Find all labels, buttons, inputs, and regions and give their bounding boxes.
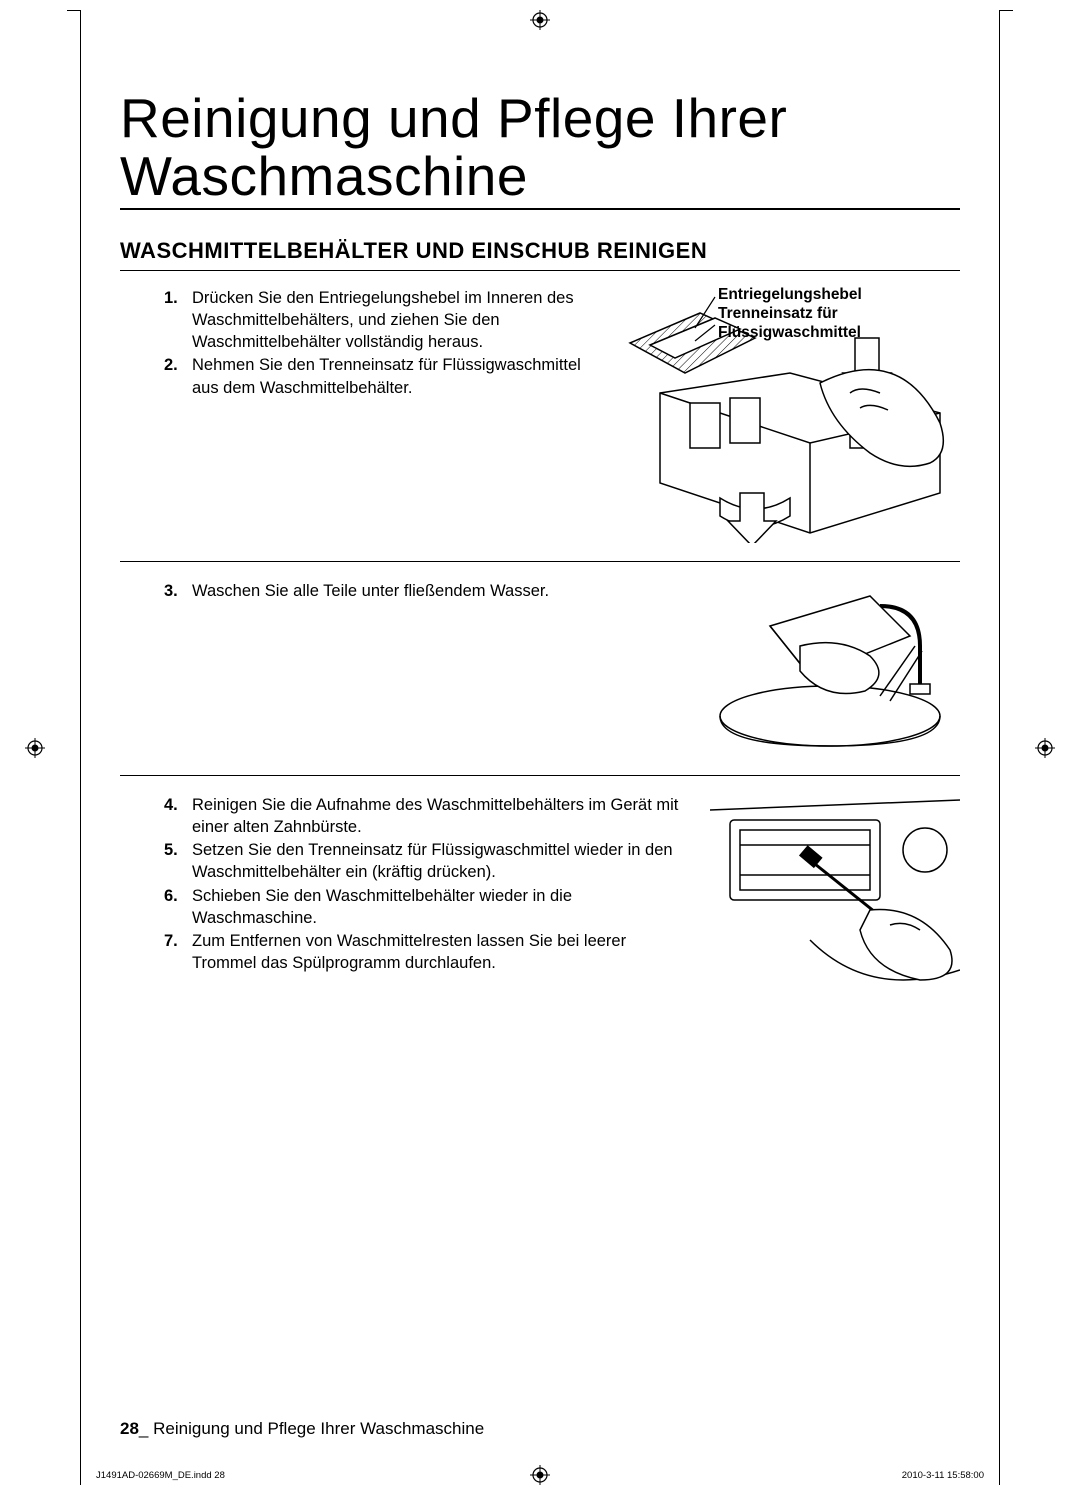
step-number: 5.: [164, 839, 178, 861]
section-2: 3. Waschen Sie alle Teile unter fließende…: [120, 576, 960, 776]
step-item: 6.Schieben Sie den Waschmittelbehälter w…: [192, 885, 690, 930]
registration-mark-right: [1035, 738, 1055, 758]
step-text: Schieben Sie den Waschmittelbehälter wie…: [192, 887, 572, 927]
step-item: 1.Drücken Sie den Entriegelungshebel im …: [192, 287, 600, 354]
label-liquid-insert-2: Flüssigwaschmittel: [718, 323, 862, 342]
print-meta-file: J1491AD-02669M_DE.indd 28: [96, 1470, 225, 1481]
step-number: 4.: [164, 794, 178, 816]
page-content: Reinigung und Pflege Ihrer Waschmaschine…: [120, 90, 960, 1435]
page-number: 28: [120, 1419, 139, 1438]
figure-labels: Entriegelungshebel Trenneinsatz für Flüs…: [718, 285, 862, 343]
section-1: 1. Drücken Sie den Entriegelungshebel im …: [120, 283, 960, 562]
registration-mark-left: [25, 738, 45, 758]
label-release-lever: Entriegelungshebel: [718, 285, 862, 304]
label-liquid-insert-1: Trenneinsatz für: [718, 304, 862, 323]
step-number: 1.: [164, 287, 178, 309]
steps-group-c: 4. Reinigen Sie die Aufnahme des Waschmit…: [120, 790, 690, 990]
step-number: 6.: [164, 885, 178, 907]
rinse-parts-diagram: [710, 576, 960, 756]
section-3: 4. Reinigen Sie die Aufnahme des Waschmit…: [120, 790, 960, 990]
step-number: 7.: [164, 930, 178, 952]
running-title: Reinigung und Pflege Ihrer Waschmaschine: [153, 1419, 484, 1438]
step-text: Reinigen Sie die Aufnahme des Waschmitte…: [192, 796, 678, 836]
steps-group-b: 3. Waschen Sie alle Teile unter fließende…: [120, 576, 690, 757]
clean-recess-diagram: [710, 790, 960, 990]
step-item: 7.Zum Entfernen von Waschmittelresten la…: [192, 930, 690, 975]
step-item: 4.Reinigen Sie die Aufnahme des Waschmit…: [192, 794, 690, 839]
page-title: Reinigung und Pflege Ihrer Waschmaschine: [120, 90, 960, 210]
page-footer: 28_ Reinigung und Pflege Ihrer Waschmasc…: [120, 1419, 484, 1439]
figure-1: Entriegelungshebel Trenneinsatz für Flüs…: [620, 283, 960, 543]
step-text: Setzen Sie den Trenneinsatz für Flüssigw…: [192, 841, 673, 881]
steps-group-a: 1. Drücken Sie den Entriegelungshebel im …: [120, 283, 600, 543]
step-text: Drücken Sie den Entriegelungshebel im In…: [192, 289, 574, 352]
step-item: 3.Waschen Sie alle Teile unter fließende…: [192, 580, 690, 602]
step-item: 2.Nehmen Sie den Trenneinsatz für Flüssi…: [192, 354, 600, 399]
step-number: 2.: [164, 354, 178, 376]
footer-separator: _: [139, 1419, 148, 1438]
step-text: Nehmen Sie den Trenneinsatz für Flüssigw…: [192, 356, 581, 396]
section-heading: WASCHMITTELBEHÄLTER UND EINSCHUB REINIGE…: [120, 238, 960, 271]
step-number: 3.: [164, 580, 178, 602]
step-text: Zum Entfernen von Waschmittelresten lass…: [192, 932, 626, 972]
step-item: 5.Setzen Sie den Trenneinsatz für Flüssi…: [192, 839, 690, 884]
step-text: Waschen Sie alle Teile unter fließendem …: [192, 582, 549, 600]
print-meta-timestamp: 2010-3-11 15:58:00: [902, 1470, 984, 1481]
